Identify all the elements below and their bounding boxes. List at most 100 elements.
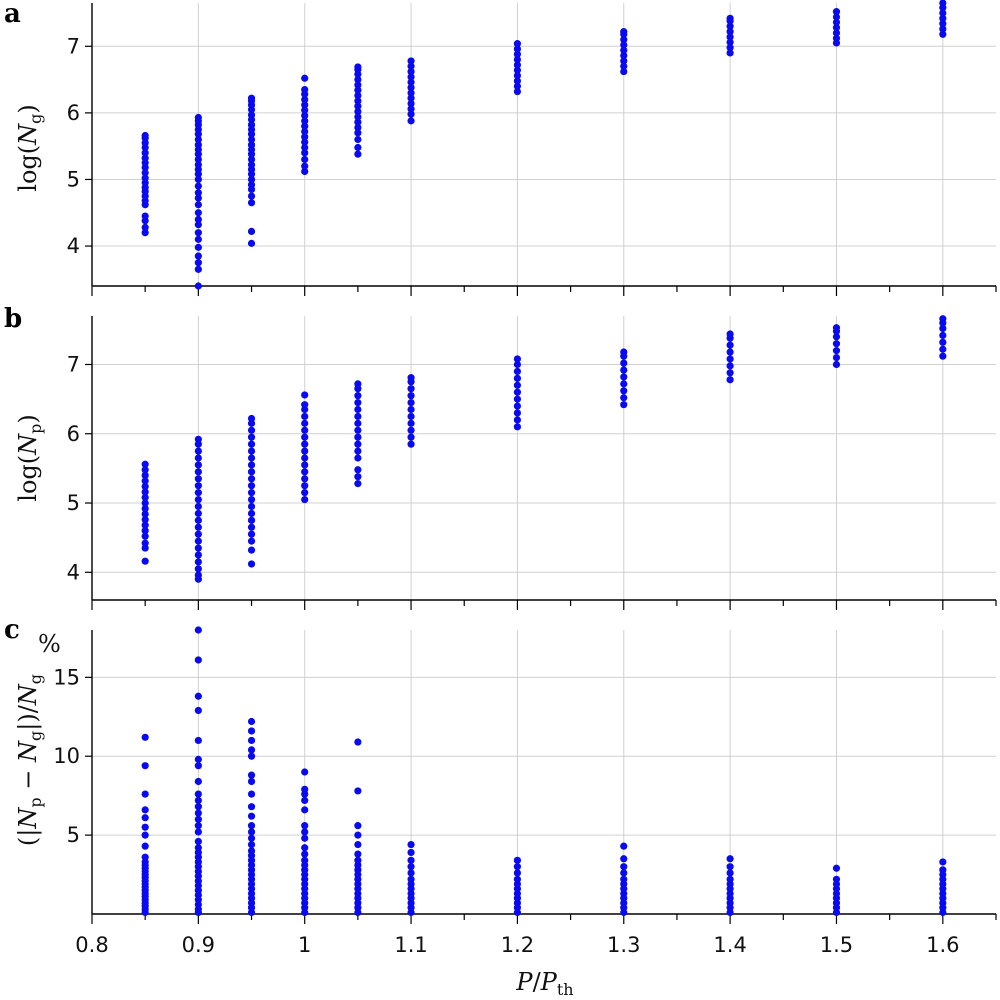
data-point bbox=[939, 30, 947, 38]
data-point bbox=[194, 221, 202, 229]
data-point bbox=[301, 856, 309, 864]
data-point bbox=[513, 40, 522, 48]
data-point bbox=[194, 141, 202, 149]
data-point bbox=[141, 477, 149, 485]
data-point bbox=[726, 38, 734, 46]
data-point bbox=[194, 155, 202, 164]
data-point bbox=[194, 815, 202, 823]
data-point bbox=[141, 493, 149, 502]
data-point bbox=[939, 858, 947, 866]
data-point bbox=[354, 63, 362, 71]
data-point bbox=[301, 412, 309, 421]
data-point bbox=[832, 333, 841, 341]
data-point bbox=[513, 360, 522, 369]
data-point bbox=[620, 36, 628, 44]
data-point bbox=[247, 414, 256, 423]
data-point bbox=[194, 215, 202, 224]
data-point bbox=[301, 844, 309, 852]
data-point bbox=[354, 123, 362, 132]
data-point bbox=[194, 475, 202, 483]
labels-layer: 4 5 6 7 4 5 6 7 5 10 15 0.8 0.9 1 1.1 1.2 1.3 1.4 1.5 1.6 bbox=[53, 34, 959, 957]
data-point bbox=[247, 509, 256, 518]
data-point bbox=[939, 338, 947, 346]
data-point bbox=[513, 374, 522, 382]
data-point bbox=[194, 175, 202, 184]
data-point bbox=[194, 113, 202, 122]
data-point bbox=[620, 62, 628, 70]
data-point bbox=[194, 844, 202, 852]
data-point bbox=[354, 856, 362, 864]
data-point bbox=[407, 89, 415, 97]
data-point bbox=[354, 405, 362, 414]
data-point bbox=[247, 199, 256, 207]
data-point bbox=[301, 461, 309, 469]
data-point bbox=[247, 94, 256, 102]
data-point bbox=[301, 167, 309, 176]
data-point bbox=[354, 380, 362, 388]
data-point bbox=[194, 706, 202, 715]
y-tick-label: 4 bbox=[67, 560, 80, 584]
data-point bbox=[194, 656, 202, 664]
data-point bbox=[247, 834, 256, 842]
data-point bbox=[247, 523, 256, 531]
data-point bbox=[832, 18, 841, 26]
data-point bbox=[194, 626, 202, 634]
data-point bbox=[194, 790, 202, 798]
data-point bbox=[247, 560, 256, 568]
data-point bbox=[832, 864, 841, 872]
data-point bbox=[354, 118, 362, 126]
data-point bbox=[354, 412, 362, 421]
data-point bbox=[247, 530, 256, 538]
data-point bbox=[141, 149, 149, 157]
data-point bbox=[513, 82, 522, 90]
x-tick-label: 1 bbox=[298, 933, 311, 957]
data-point bbox=[247, 227, 256, 235]
data-point bbox=[141, 504, 149, 513]
data-point bbox=[194, 235, 202, 243]
data-point bbox=[301, 117, 309, 125]
data-point bbox=[513, 66, 522, 74]
data-point bbox=[832, 24, 841, 32]
data-point bbox=[247, 489, 256, 497]
data-point bbox=[247, 746, 256, 754]
data-point bbox=[939, 315, 947, 323]
data-point bbox=[513, 45, 522, 53]
data-point bbox=[726, 355, 734, 363]
data-point bbox=[513, 87, 522, 96]
data-point bbox=[301, 391, 309, 399]
data-point bbox=[301, 796, 309, 805]
data-point bbox=[247, 717, 256, 726]
data-point bbox=[301, 143, 309, 152]
data-point bbox=[354, 113, 362, 121]
data-point bbox=[407, 385, 415, 393]
data-point bbox=[301, 822, 309, 830]
data-point bbox=[194, 454, 202, 462]
data-point bbox=[194, 229, 202, 237]
data-point bbox=[832, 29, 841, 37]
data-point bbox=[194, 489, 202, 497]
data-point bbox=[939, 866, 947, 874]
data-point bbox=[194, 282, 202, 290]
data-point bbox=[354, 91, 362, 100]
data-point bbox=[620, 28, 628, 36]
data-point bbox=[301, 95, 309, 104]
data-point bbox=[194, 736, 202, 745]
data-point bbox=[247, 454, 256, 462]
data-point bbox=[407, 440, 415, 448]
data-point bbox=[247, 161, 256, 169]
data-point bbox=[247, 546, 256, 554]
panel-letter-b: b bbox=[4, 304, 22, 334]
panel-letter-c: c bbox=[4, 615, 20, 645]
data-point bbox=[354, 102, 362, 110]
data-point bbox=[247, 175, 256, 184]
data-point bbox=[407, 62, 415, 70]
data-point bbox=[194, 201, 202, 209]
data-point bbox=[141, 853, 149, 861]
data-point bbox=[726, 863, 734, 871]
y-tick-label: 7 bbox=[67, 34, 80, 58]
data-point bbox=[141, 814, 149, 822]
data-point bbox=[141, 521, 149, 529]
x-tick-label: 1.3 bbox=[607, 933, 640, 957]
data-point bbox=[247, 461, 256, 469]
data-point bbox=[726, 369, 734, 377]
